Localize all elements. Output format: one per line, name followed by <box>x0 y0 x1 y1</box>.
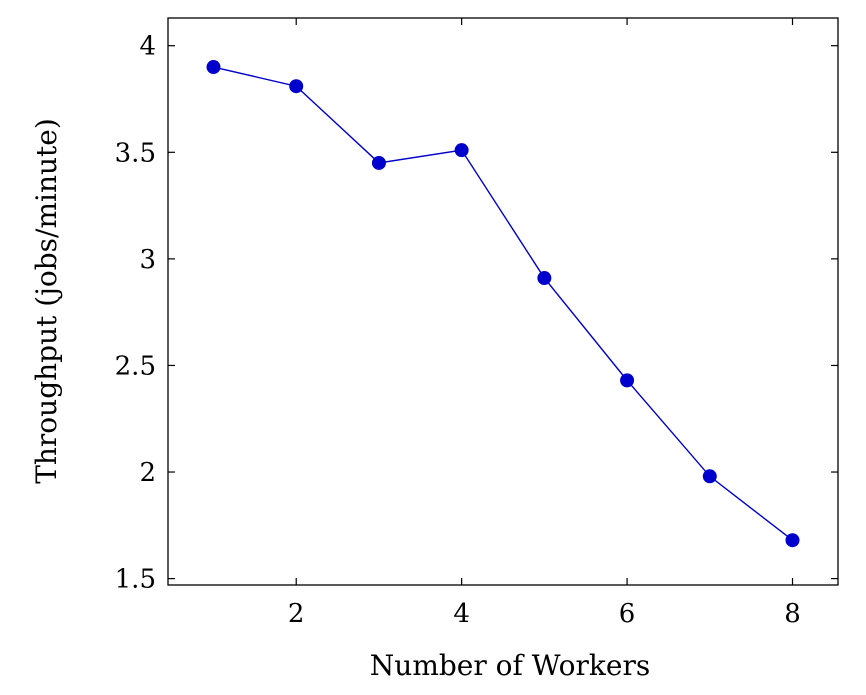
data-point <box>454 143 469 158</box>
y-tick-label: 3.5 <box>115 138 156 168</box>
data-point <box>371 155 386 170</box>
y-tick-label: 2 <box>139 458 156 488</box>
x-tick-label: 2 <box>288 599 305 629</box>
x-tick-label: 6 <box>619 599 636 629</box>
data-point <box>785 533 800 548</box>
x-axis-ticks: 2 4 6 8 <box>288 18 801 629</box>
data-point <box>702 469 717 484</box>
series-layer <box>206 60 800 548</box>
x-axis-title: Number of Workers <box>370 649 650 682</box>
data-point <box>537 271 552 286</box>
x-tick-label: 4 <box>453 599 470 629</box>
y-tick-label: 2.5 <box>115 351 156 381</box>
y-axis-ticks: 1.5 2 2.5 3 3.5 4 <box>115 32 838 595</box>
y-axis-title: Throughput (jobs/minute) <box>30 118 63 484</box>
data-point <box>620 373 635 388</box>
y-tick-label: 1.5 <box>115 565 156 595</box>
y-tick-label: 3 <box>139 245 156 275</box>
series-line <box>213 66 793 541</box>
plot-area-frame <box>167 17 839 586</box>
y-tick-label: 4 <box>139 32 156 62</box>
data-point <box>289 79 304 94</box>
x-tick-label: 8 <box>784 599 801 629</box>
data-point <box>206 60 221 75</box>
